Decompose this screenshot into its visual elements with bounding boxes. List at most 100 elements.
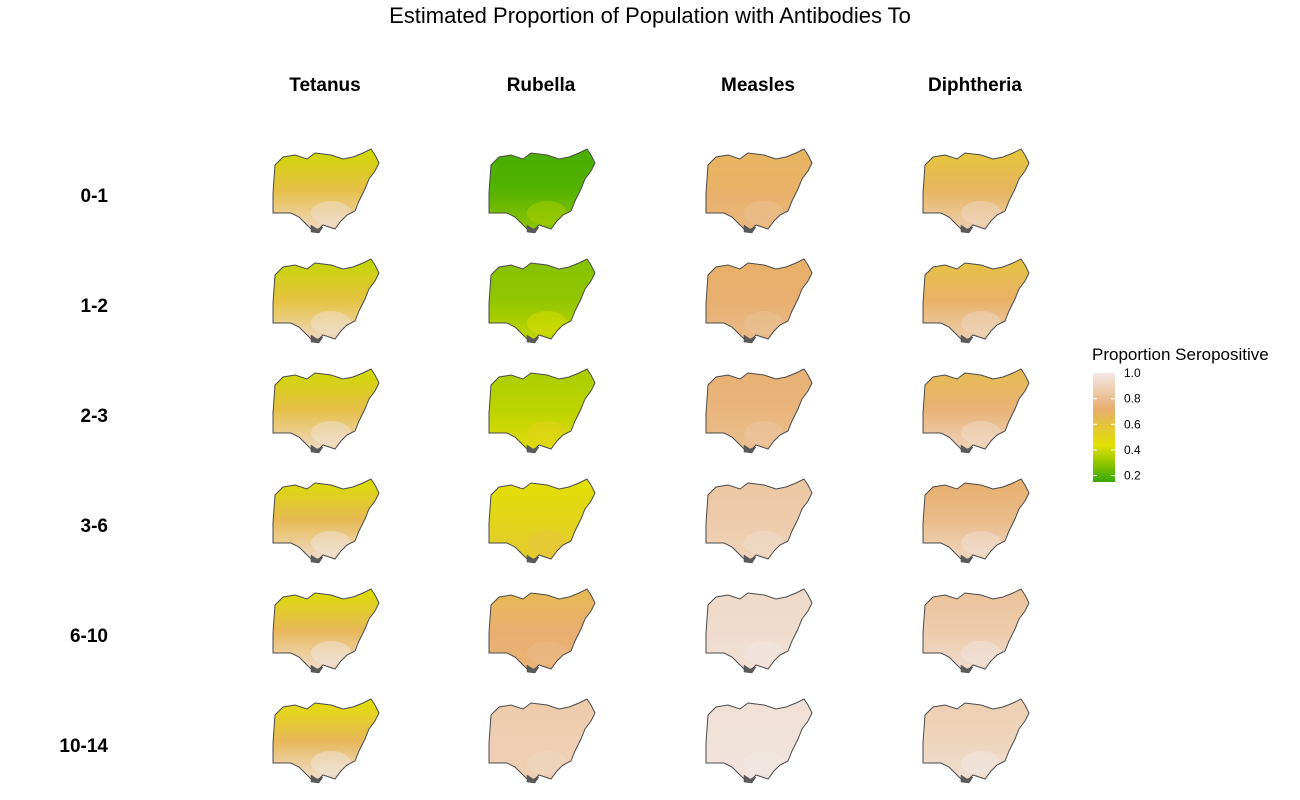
map-delta-shading — [526, 444, 540, 454]
column-header-measles: Measles — [721, 75, 795, 96]
map-delta-shading — [743, 224, 757, 234]
map-tetanus-2-3 — [272, 368, 380, 454]
map-south-highlight — [527, 641, 567, 665]
map-delta-shading — [960, 224, 974, 234]
map-fill — [923, 479, 1029, 561]
map-south-highlight — [527, 751, 567, 775]
map-south-highlight — [961, 421, 1001, 445]
map-measles-1-2 — [705, 258, 813, 344]
map-fill — [706, 149, 812, 231]
map-south-highlight — [961, 751, 1001, 775]
map-delta-shading — [743, 334, 757, 344]
map-grid — [272, 148, 1030, 784]
row-header-10-14: 10-14 — [59, 736, 108, 757]
map-south-highlight — [311, 641, 351, 665]
map-fill — [706, 479, 812, 561]
map-border — [272, 148, 380, 232]
map-diphtheria-2-3 — [922, 368, 1030, 454]
map-south-highlight — [744, 641, 784, 665]
map-south-highlight — [744, 531, 784, 555]
map-fill — [273, 149, 379, 231]
map-fill — [489, 589, 595, 671]
map-delta-shading — [960, 664, 974, 674]
map-border — [272, 258, 380, 342]
map-tetanus-10-14 — [272, 698, 380, 784]
map-delta-shading — [310, 774, 324, 784]
map-border — [705, 588, 813, 672]
map-fill — [706, 369, 812, 451]
map-border — [488, 148, 596, 232]
map-fill — [489, 149, 595, 231]
map-fill — [489, 369, 595, 451]
map-rubella-10-14 — [488, 698, 596, 784]
map-border — [705, 368, 813, 452]
map-fill — [923, 369, 1029, 451]
map-border — [922, 368, 1030, 452]
row-header-1-2: 1-2 — [81, 296, 108, 317]
map-south-highlight — [311, 201, 351, 225]
map-border — [705, 258, 813, 342]
map-fill — [923, 589, 1029, 671]
map-rubella-1-2 — [488, 258, 596, 344]
map-fill — [273, 479, 379, 561]
map-border — [922, 698, 1030, 782]
map-border — [272, 478, 380, 562]
map-fill — [706, 699, 812, 781]
map-rubella-0-1 — [488, 148, 596, 234]
map-diphtheria-1-2 — [922, 258, 1030, 344]
legend-colorbar — [1093, 373, 1115, 482]
map-border — [488, 478, 596, 562]
map-delta-shading — [960, 554, 974, 564]
row-header-2-3: 2-3 — [81, 406, 108, 427]
map-south-highlight — [311, 531, 351, 555]
map-delta-shading — [310, 444, 324, 454]
map-border — [272, 698, 380, 782]
map-tetanus-1-2 — [272, 258, 380, 344]
map-border — [272, 588, 380, 672]
map-south-highlight — [527, 201, 567, 225]
map-delta-shading — [743, 774, 757, 784]
map-diphtheria-10-14 — [922, 698, 1030, 784]
row-headers: 0-1 1-2 2-3 3-6 6-10 10-14 — [59, 186, 108, 757]
map-delta-shading — [526, 774, 540, 784]
map-delta-shading — [310, 554, 324, 564]
map-border — [922, 478, 1030, 562]
row-header-0-1: 0-1 — [81, 186, 109, 207]
column-header-tetanus: Tetanus — [289, 75, 360, 96]
map-measles-0-1 — [705, 148, 813, 234]
map-border — [488, 258, 596, 342]
map-border — [705, 148, 813, 232]
map-fill — [923, 259, 1029, 341]
map-delta-shading — [526, 334, 540, 344]
map-south-highlight — [311, 421, 351, 445]
map-delta-shading — [526, 554, 540, 564]
row-header-6-10: 6-10 — [70, 626, 108, 647]
map-border — [922, 588, 1030, 672]
map-tetanus-3-6 — [272, 478, 380, 564]
map-delta-shading — [526, 224, 540, 234]
map-fill — [706, 589, 812, 671]
map-south-highlight — [527, 421, 567, 445]
map-delta-shading — [310, 224, 324, 234]
map-south-highlight — [744, 311, 784, 335]
map-delta-shading — [310, 664, 324, 674]
map-south-highlight — [961, 311, 1001, 335]
map-border — [705, 698, 813, 782]
map-south-highlight — [744, 201, 784, 225]
map-rubella-3-6 — [488, 478, 596, 564]
map-diphtheria-3-6 — [922, 478, 1030, 564]
map-fill — [489, 699, 595, 781]
map-delta-shading — [960, 444, 974, 454]
legend-title: Proportion Seropositive — [1092, 345, 1269, 364]
map-delta-shading — [310, 334, 324, 344]
map-fill — [923, 699, 1029, 781]
map-delta-shading — [526, 664, 540, 674]
map-south-highlight — [961, 641, 1001, 665]
map-measles-3-6 — [705, 478, 813, 564]
map-fill — [489, 479, 595, 561]
map-delta-shading — [960, 334, 974, 344]
map-border — [488, 588, 596, 672]
map-delta-shading — [743, 664, 757, 674]
map-fill — [273, 699, 379, 781]
